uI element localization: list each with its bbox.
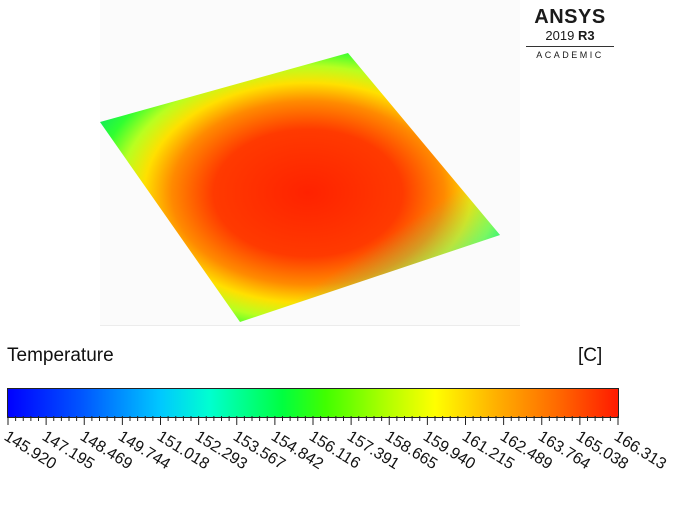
graphics-viewport[interactable]: ANSYS 2019 R3 ACADEMIC: [100, 0, 614, 326]
brand-divider: [526, 46, 614, 47]
plate-corner-cool: [100, 53, 500, 322]
ansys-logo: ANSYS 2019 R3 ACADEMIC: [520, 6, 620, 61]
brand-version: 2019 R3: [520, 28, 620, 43]
brand-version-release: R3: [577, 28, 595, 43]
temperature-contour-plate: [100, 53, 500, 322]
brand-edition: ACADEMIC: [536, 50, 604, 60]
legend-tick-marks: [7, 416, 619, 425]
legend-colorbar: [7, 388, 619, 418]
brand-name: ANSYS: [534, 6, 606, 28]
brand-version-year: 2019: [545, 28, 575, 43]
legend-title: Temperature: [7, 345, 114, 366]
legend-unit: [C]: [578, 345, 603, 366]
